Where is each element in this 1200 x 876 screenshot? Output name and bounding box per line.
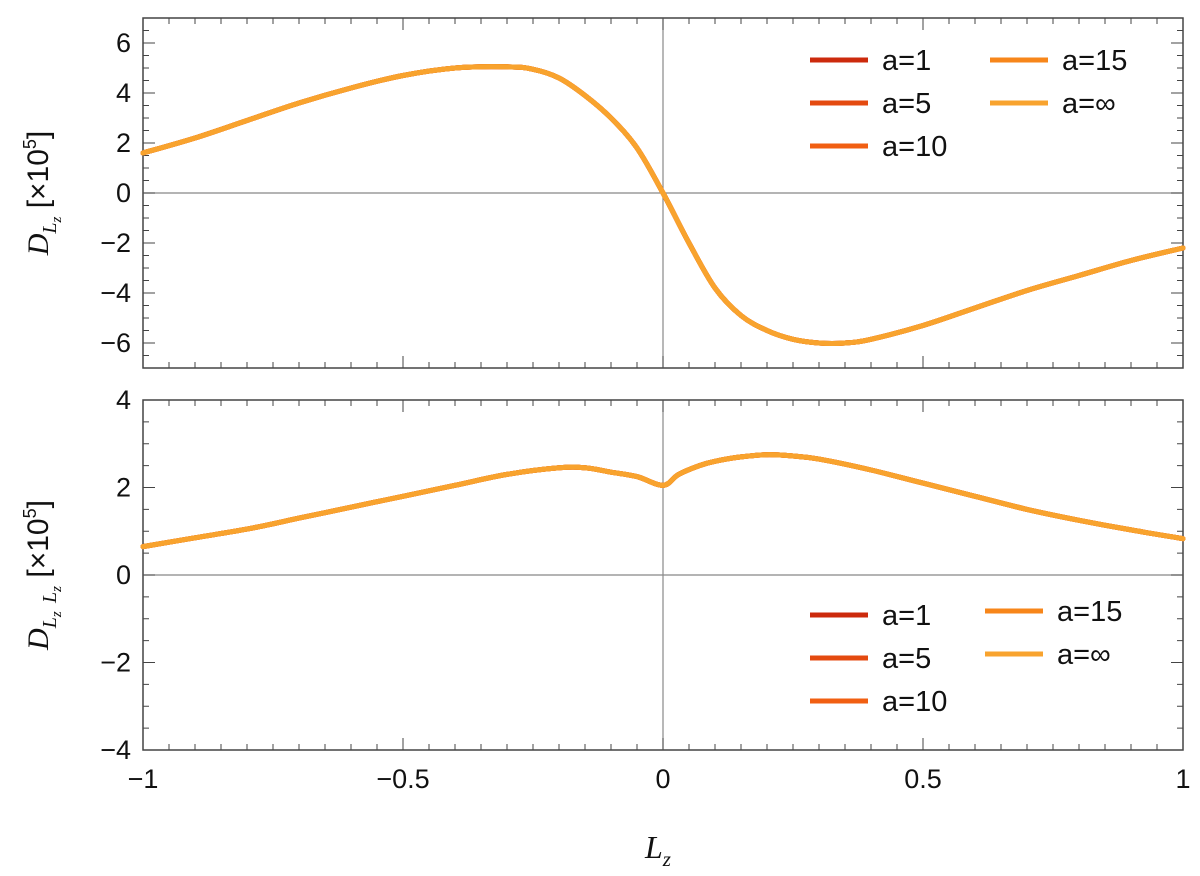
bottom-y-tick-label: 2: [116, 473, 131, 503]
bottom-x-tick-label: 0.5: [904, 764, 942, 794]
bottom-legend-label-1: a=1: [882, 600, 931, 632]
bottom-legend-label-2: a=5: [882, 643, 931, 675]
top-series-group: [140, 64, 1186, 346]
bottom-legend-label-5: a=∞: [1057, 639, 1111, 671]
top-legend-label-3: a=10: [882, 131, 947, 163]
bottom-legend-label-4: a=15: [1057, 596, 1122, 628]
top-y-tick-label: 6: [116, 28, 131, 58]
top-y-tick-label: −4: [100, 278, 131, 308]
bottom-panel: −4 −2 0 2 4 −1 −0.5 0 0.5 1 a=1 a=5 a=10 a=15 a=∞ DLz…: [20, 385, 1191, 871]
bottom-x-tick-label: 1: [1175, 764, 1190, 794]
top-legend-label-1: a=1: [882, 45, 931, 77]
top-y-axis-label: DLz [×105]: [20, 131, 65, 257]
bottom-series-line-5: [140, 452, 1186, 550]
bottom-legend-label-3: a=10: [882, 686, 947, 718]
bottom-x-tick-label: −0.5: [376, 764, 429, 794]
bottom-y-tick-label: −4: [100, 735, 131, 765]
bottom-x-tick-label: −1: [128, 764, 159, 794]
bottom-x-tick-label: 0: [655, 764, 670, 794]
top-legend-label-4: a=15: [1062, 45, 1127, 77]
bottom-y-axis-label: DLz Lz [×105]: [20, 500, 65, 651]
top-y-tick-label: −6: [100, 328, 131, 358]
bottom-series-group: [140, 452, 1186, 550]
top-legend: a=1 a=5 a=10 a=15 a=∞: [810, 45, 1127, 163]
top-y-tick-label: 2: [116, 128, 131, 158]
top-y-tick-label: 0: [116, 178, 131, 208]
bottom-legend: a=1 a=5 a=10 a=15 a=∞: [810, 596, 1122, 718]
top-panel: −6 −4 −2 0 2 4 6 a=1 a=5 a=10 a=15 a=∞ DLz [×105]: [20, 17, 1186, 369]
top-y-tick-label: −2: [100, 228, 131, 258]
top-legend-label-5: a=∞: [1062, 88, 1116, 120]
bottom-y-tick-label: 0: [116, 560, 131, 590]
bottom-y-tick-label: 4: [116, 385, 131, 415]
top-legend-label-2: a=5: [882, 88, 931, 120]
top-y-tick-label: 4: [116, 78, 131, 108]
x-axis-label: Lz: [644, 829, 671, 871]
bottom-y-tick-label: −2: [100, 648, 131, 678]
top-series-line-5: [140, 64, 1186, 346]
